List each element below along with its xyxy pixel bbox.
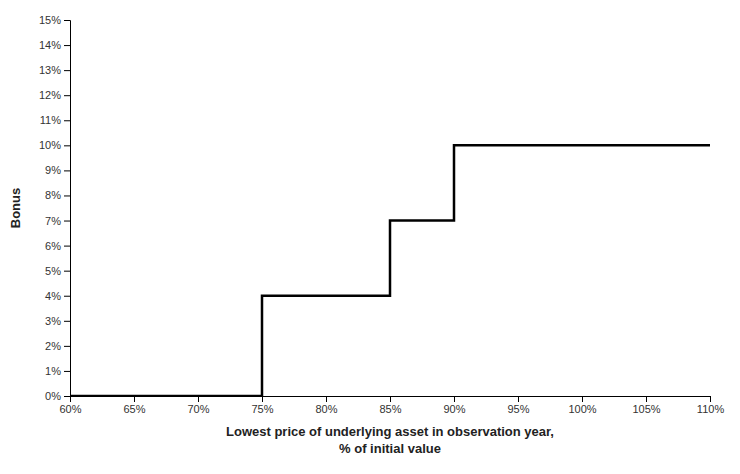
y-tick-mark	[64, 170, 70, 171]
y-tick-label: 10%	[39, 139, 61, 151]
x-axis: 60% 65% 70% 75% 80% 85% 90% 95% 100% 105% 110%	[59, 396, 724, 415]
y-tick-label: 12%	[39, 89, 61, 101]
y-tick-mark	[64, 95, 70, 96]
y-tick-mark	[64, 246, 70, 247]
y-tick: 6%	[45, 240, 70, 252]
y-tick-label: 9%	[45, 164, 61, 176]
y-tick: 14%	[39, 39, 70, 51]
y-tick: 10%	[39, 139, 70, 151]
y-tick: 9%	[45, 164, 70, 176]
x-tick-label: 95%	[507, 403, 529, 415]
x-axis-title-line: Lowest price of underlying asset in obse…	[226, 424, 554, 439]
x-tick-label: 105%	[632, 403, 660, 415]
y-tick-mark	[64, 371, 70, 372]
y-tick-label: 5%	[45, 265, 61, 277]
x-tick-label: 70%	[187, 403, 209, 415]
x-tick-label: 100%	[568, 403, 596, 415]
x-tick-mark	[518, 396, 519, 402]
y-tick-label: 8%	[45, 189, 61, 201]
y-tick-mark	[64, 396, 70, 397]
x-tick: 105%	[632, 396, 660, 415]
x-tick-label: 90%	[443, 403, 465, 415]
x-tick: 70%	[187, 396, 209, 415]
y-tick-label: 2%	[45, 340, 61, 352]
y-tick-label: 14%	[39, 39, 61, 51]
x-tick-label: 60%	[59, 403, 81, 415]
x-tick: 110%	[697, 396, 725, 415]
y-tick-label: 13%	[39, 64, 61, 76]
x-tick-label: 85%	[379, 403, 401, 415]
x-tick: 60%	[59, 396, 81, 415]
x-tick-mark	[134, 396, 135, 402]
y-tick-mark	[64, 70, 70, 71]
y-tick-mark	[64, 20, 70, 21]
x-tick: 65%	[123, 396, 145, 415]
x-tick-mark	[646, 396, 647, 402]
y-tick: 1%	[45, 365, 70, 377]
y-tick-mark	[64, 45, 70, 46]
y-tick: 11%	[40, 114, 70, 126]
x-tick: 90%	[443, 396, 465, 415]
y-tick-mark	[64, 271, 70, 272]
y-tick: 4%	[45, 290, 70, 302]
y-tick-label: 1%	[45, 365, 61, 377]
x-tick-mark	[710, 396, 711, 402]
y-axis: 0% 1% 2% 3% 4% 5% 6% 7% 8% 9% 10% 11% 12% 13% 14% 15%	[39, 14, 71, 402]
x-tick-label: 110%	[697, 403, 725, 415]
y-axis-line	[64, 21, 71, 397]
y-tick-mark	[64, 221, 70, 222]
y-tick-label: 0%	[45, 390, 61, 402]
y-tick-label: 7%	[45, 215, 61, 227]
x-axis-title: Lowest price of underlying asset in obse…	[226, 424, 554, 456]
y-tick-label: 11%	[40, 114, 61, 126]
y-tick-mark	[64, 346, 70, 347]
y-tick: 0%	[45, 390, 70, 402]
y-tick: 3%	[45, 315, 70, 327]
x-tick-label: 65%	[123, 403, 145, 415]
x-tick: 85%	[379, 396, 401, 415]
y-tick: 8%	[45, 189, 70, 201]
x-tick-label: 80%	[315, 403, 337, 415]
y-tick-label: 15%	[39, 14, 61, 26]
x-tick-mark	[582, 396, 583, 402]
y-tick-label: 6%	[45, 240, 61, 252]
y-tick: 5%	[45, 265, 70, 277]
y-tick: 13%	[39, 64, 70, 76]
y-tick-mark	[64, 321, 70, 322]
y-tick-mark	[64, 120, 70, 121]
x-tick-mark	[262, 396, 263, 402]
x-tick-mark	[326, 396, 327, 402]
y-tick: 15%	[39, 14, 70, 26]
x-tick-mark	[198, 396, 199, 402]
x-tick-mark	[390, 396, 391, 402]
x-tick: 95%	[507, 396, 529, 415]
chart: 60% 65% 70% 75% 80% 85% 90% 95% 100% 105% 110% 0% 1%…	[0, 0, 740, 474]
y-tick: 2%	[45, 340, 70, 352]
y-tick-mark	[64, 145, 70, 146]
y-tick-mark	[64, 195, 70, 196]
y-tick-mark	[64, 296, 70, 297]
x-axis-title-line: % of initial value	[339, 441, 441, 456]
y-tick: 12%	[39, 89, 70, 101]
x-tick: 80%	[315, 396, 337, 415]
x-tick: 75%	[251, 396, 273, 415]
y-tick: 7%	[45, 215, 70, 227]
y-tick-label: 3%	[45, 315, 61, 327]
line	[70, 145, 710, 396]
x-tick-label: 75%	[251, 403, 273, 415]
x-axis-line	[71, 397, 711, 403]
y-tick-label: 4%	[45, 290, 61, 302]
y-axis-title: Bonus	[8, 188, 23, 228]
x-tick-mark	[454, 396, 455, 402]
marks	[70, 145, 710, 396]
plot: 60% 65% 70% 75% 80% 85% 90% 95% 100% 105% 110% 0% 1%…	[8, 14, 724, 456]
x-tick: 100%	[568, 396, 596, 415]
